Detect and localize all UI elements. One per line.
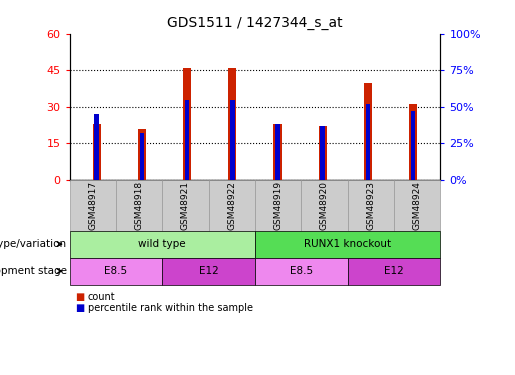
Bar: [185, 100, 190, 180]
Text: ■: ■: [75, 292, 84, 302]
Bar: [409, 104, 417, 180]
Bar: [94, 114, 99, 180]
Bar: [93, 124, 101, 180]
Bar: [230, 100, 234, 180]
Text: E8.5: E8.5: [105, 266, 127, 276]
Bar: [276, 124, 280, 180]
Bar: [319, 126, 327, 180]
Text: percentile rank within the sample: percentile rank within the sample: [88, 303, 252, 313]
Text: RUNX1 knockout: RUNX1 knockout: [304, 239, 391, 249]
Text: E12: E12: [384, 266, 404, 276]
Text: genotype/variation: genotype/variation: [0, 239, 67, 249]
Bar: [138, 129, 146, 180]
Bar: [273, 124, 282, 180]
Text: ■: ■: [75, 303, 84, 313]
Bar: [364, 82, 372, 180]
Bar: [183, 68, 191, 180]
Text: GSM48919: GSM48919: [273, 181, 283, 230]
Bar: [366, 104, 370, 180]
Bar: [411, 111, 416, 180]
Title: GDS1511 / 1427344_s_at: GDS1511 / 1427344_s_at: [167, 16, 343, 30]
Text: GSM48918: GSM48918: [134, 181, 144, 230]
Bar: [228, 68, 236, 180]
Text: GSM48923: GSM48923: [366, 181, 375, 230]
Text: E8.5: E8.5: [290, 266, 313, 276]
Text: GSM48917: GSM48917: [88, 181, 97, 230]
Text: E12: E12: [199, 266, 218, 276]
Text: wild type: wild type: [139, 239, 186, 249]
Text: count: count: [88, 292, 115, 302]
Text: development stage: development stage: [0, 266, 67, 276]
Text: GSM48921: GSM48921: [181, 181, 190, 230]
Text: GSM48922: GSM48922: [227, 181, 236, 230]
Text: GSM48920: GSM48920: [320, 181, 329, 230]
Text: GSM48924: GSM48924: [413, 181, 422, 230]
Bar: [320, 126, 325, 180]
Bar: [140, 133, 144, 180]
